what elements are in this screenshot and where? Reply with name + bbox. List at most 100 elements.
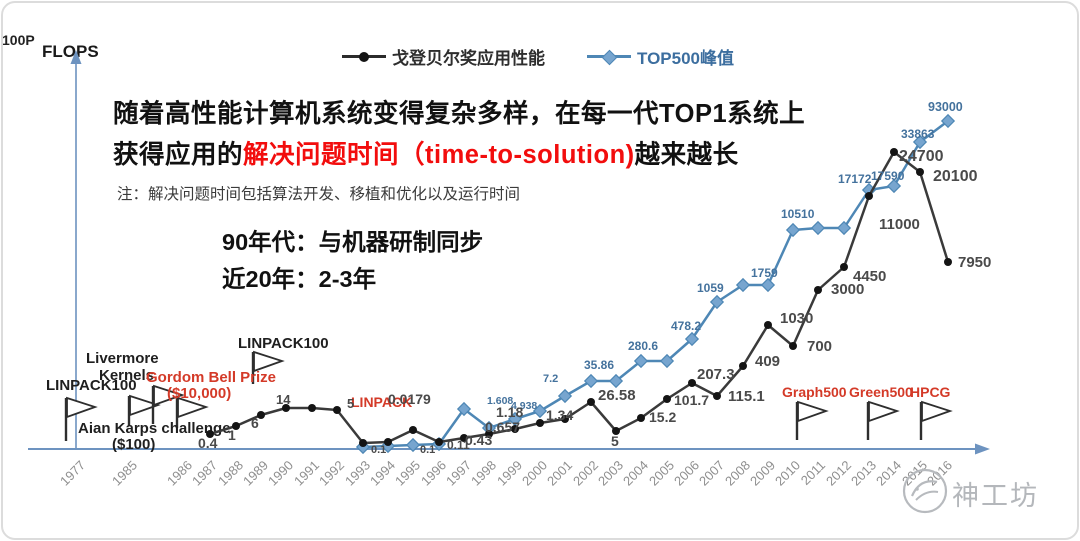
data-point-label: 6 bbox=[251, 415, 259, 431]
watermark-logo-icon bbox=[902, 468, 948, 514]
series-line bbox=[362, 120, 949, 449]
x-tick-label: 1987 bbox=[189, 458, 220, 489]
title-line2-pre: 获得应用的 bbox=[113, 141, 244, 169]
x-tick-label: 2001 bbox=[544, 458, 575, 489]
data-point-diamond bbox=[836, 220, 852, 236]
x-tick-label: 2013 bbox=[848, 458, 879, 489]
legend-item-top500: TOP500峰值 bbox=[587, 44, 734, 69]
data-point-label: 0.1 bbox=[371, 444, 386, 456]
data-point-diamond bbox=[507, 411, 523, 427]
milestone-label: Aian Karps challenge bbox=[78, 420, 231, 437]
data-point-label: 1030 bbox=[780, 310, 813, 327]
data-point-label: 115.1 bbox=[728, 388, 765, 405]
x-tick-label: 1999 bbox=[494, 458, 525, 489]
x-tick-label: 1988 bbox=[215, 458, 246, 489]
data-point-label: 17172 bbox=[838, 172, 872, 186]
milestone-label: HPCG bbox=[910, 384, 951, 400]
y-axis-top-label: 100P bbox=[2, 32, 35, 48]
data-point-dot bbox=[511, 425, 519, 433]
data-point-label: 5 bbox=[611, 433, 619, 449]
milestone-flag-icon bbox=[151, 384, 185, 424]
x-tick-label: 1991 bbox=[291, 458, 322, 489]
x-axis-arrow-icon bbox=[975, 443, 990, 455]
milestone-flag-icon bbox=[251, 350, 285, 384]
data-point-label: 0.657 bbox=[485, 419, 520, 435]
milestone-label: Green500 bbox=[849, 384, 913, 400]
chart-title: 随着高性能计算机系统变得复杂多样，在每一代TOP1系统上 获得应用的解决问题时间… bbox=[113, 94, 805, 176]
data-point-diamond bbox=[659, 353, 675, 369]
data-point-dot bbox=[944, 258, 952, 266]
data-point-label: 0.43 bbox=[465, 432, 492, 448]
x-tick-label: 2005 bbox=[646, 458, 677, 489]
legend-item-gordon-bell: 戈登贝尔奖应用性能 bbox=[342, 44, 545, 69]
data-point-dot bbox=[485, 430, 493, 438]
data-point-label: 3000 bbox=[831, 281, 864, 298]
data-point-diamond bbox=[760, 277, 776, 293]
milestone-flag-icon bbox=[175, 396, 209, 428]
data-point-dot bbox=[637, 414, 645, 422]
data-point-label: 101.7 bbox=[674, 392, 709, 408]
data-point-label: 1 bbox=[228, 427, 236, 443]
data-point-dot bbox=[460, 434, 468, 442]
data-point-label: 478.2 bbox=[671, 319, 701, 333]
milestone-flag-icon bbox=[64, 396, 98, 441]
milestone-flag-icon bbox=[919, 400, 953, 440]
data-point-label: 0.11 bbox=[447, 438, 470, 452]
data-point-label: 7950 bbox=[958, 254, 991, 271]
y-axis-arrow-icon bbox=[70, 50, 82, 64]
data-point-dot bbox=[435, 438, 443, 446]
legend-label-top500: TOP500峰值 bbox=[637, 49, 735, 68]
data-point-diamond bbox=[405, 437, 421, 453]
data-point-dot bbox=[206, 430, 214, 438]
data-point-dot bbox=[789, 342, 797, 350]
data-point-dot bbox=[359, 439, 367, 447]
data-point-label: 4450 bbox=[853, 268, 886, 285]
data-point-diamond bbox=[886, 178, 902, 194]
x-tick-label: 1977 bbox=[57, 458, 88, 489]
data-point-label: 26.58 bbox=[598, 387, 636, 404]
data-point-dot bbox=[865, 192, 873, 200]
chart-title-line1: 随着高性能计算机系统变得复杂多样，在每一代TOP1系统上 bbox=[113, 100, 806, 128]
era-annotation: 90年代：与机器研制同步 近20年：2-3年 bbox=[222, 224, 483, 298]
data-point-dot bbox=[764, 321, 772, 329]
data-point-label: 0.1 bbox=[420, 444, 435, 456]
milestone-flag-icon bbox=[127, 394, 161, 426]
milestone-label: Gordom Bell Prize bbox=[146, 369, 276, 386]
milestone-label: Livermore bbox=[86, 350, 159, 367]
data-point-label: 5 bbox=[347, 396, 354, 411]
data-point-dot bbox=[333, 406, 341, 414]
milestone-label: LINPACK100 bbox=[46, 377, 137, 394]
milestone-label: Kernels bbox=[99, 367, 154, 384]
title-line2-red: 解决问题时间（time-to-solution) bbox=[243, 141, 635, 169]
x-tick-label: 1990 bbox=[265, 458, 296, 489]
milestone-label: LINPACK100 bbox=[238, 335, 329, 352]
x-tick-label: 1996 bbox=[418, 458, 449, 489]
data-point-label: 20100 bbox=[933, 168, 978, 185]
data-point-dot bbox=[814, 286, 822, 294]
data-point-label: 24700 bbox=[899, 148, 944, 165]
data-point-diamond bbox=[810, 220, 826, 236]
data-point-label: 0.0179 bbox=[388, 391, 431, 407]
data-point-diamond bbox=[912, 134, 928, 150]
y-axis-unit-label: FLOPS bbox=[42, 42, 99, 61]
data-point-diamond bbox=[608, 373, 624, 389]
data-point-diamond bbox=[940, 113, 956, 129]
data-point-diamond bbox=[684, 331, 700, 347]
data-point-label: 35.86 bbox=[584, 358, 614, 372]
data-point-diamond bbox=[709, 294, 725, 310]
data-point-diamond bbox=[481, 420, 497, 436]
legend-label-gordon-bell: 戈登贝尔奖应用性能 bbox=[392, 49, 545, 68]
legend-line-black-icon bbox=[342, 51, 386, 62]
data-point-label: 1.608 bbox=[487, 395, 513, 407]
data-point-diamond bbox=[785, 222, 801, 238]
data-point-label: 17590 bbox=[871, 169, 905, 183]
title-line2-post: 越来越长 bbox=[634, 141, 739, 169]
milestone-label: ($100) bbox=[112, 436, 155, 453]
data-point-label: 1759 bbox=[751, 266, 778, 280]
data-point-diamond bbox=[583, 373, 599, 389]
data-point-diamond bbox=[532, 403, 548, 419]
data-point-dot bbox=[916, 168, 924, 176]
x-tick-label: 2003 bbox=[595, 458, 626, 489]
